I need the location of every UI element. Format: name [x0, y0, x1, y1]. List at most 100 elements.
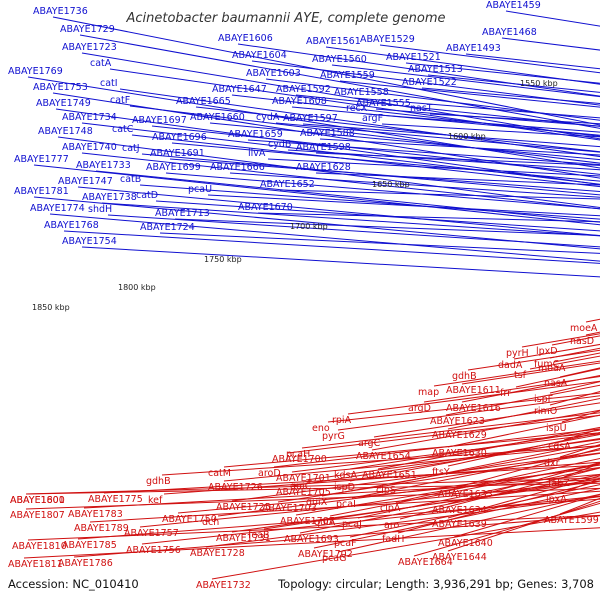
tick-label: 1550 kbp	[520, 79, 558, 88]
forward-gene-label: ABAYE1592	[276, 84, 331, 95]
reverse-gene-label: ABAYE1707	[280, 516, 335, 527]
forward-gene-label: ABAYE1665	[176, 96, 231, 107]
reverse-gene-label: ABAYE1725	[216, 502, 271, 513]
reverse-gene-label: lpxD	[536, 346, 558, 357]
forward-callout	[365, 113, 600, 133]
forward-callout	[207, 194, 600, 217]
reverse-gene-label: ABAYE1616	[446, 403, 501, 414]
reverse-callout	[327, 392, 600, 423]
reverse-gene-label: gdhB	[452, 371, 477, 382]
forward-callout	[319, 138, 600, 156]
tick-label: 1650 kbp	[372, 180, 410, 189]
forward-callout	[331, 64, 600, 98]
forward-callout	[247, 139, 600, 166]
reverse-gene-label: ABAYE1601	[10, 495, 65, 506]
reverse-gene-label: fabZ	[548, 478, 570, 489]
forward-callout-lines	[27, 10, 600, 278]
reverse-gene-label: catM	[208, 468, 231, 479]
reverse-gene-label: pyrG	[322, 431, 345, 442]
forward-gene-label: ABAYE1597	[283, 113, 338, 124]
forward-gene-label: recX	[346, 103, 368, 114]
forward-callout	[81, 246, 600, 278]
reverse-gene-label: ABAYE1640	[438, 538, 493, 549]
forward-callout	[95, 170, 600, 223]
reverse-gene-label: ispU	[546, 423, 567, 434]
forward-gene-label: ABAYE1747	[58, 176, 113, 187]
reverse-callout	[357, 467, 600, 519]
reverse-gene-label: eno	[312, 423, 330, 434]
forward-callout	[63, 230, 600, 264]
reverse-gene-label: dxr	[544, 458, 560, 469]
reverse-callout	[377, 426, 600, 470]
reverse-gene-label: ABAYE1611	[446, 385, 501, 396]
reverse-callout	[391, 441, 600, 485]
reverse-callout	[23, 527, 600, 559]
forward-callout	[101, 202, 600, 237]
reverse-gene-label: argD	[408, 403, 431, 414]
forward-callout	[131, 134, 600, 188]
forward-gene-label: ilvA	[248, 148, 266, 159]
reverse-gene-label: ABAYE1599	[544, 515, 599, 526]
forward-gene-label: ABAYE1608	[272, 96, 327, 107]
forward-gene-label: ABAYE1555	[356, 98, 411, 109]
forward-callout	[302, 123, 600, 148]
forward-callout	[27, 76, 600, 169]
reverse-gene-label: cdsA	[548, 441, 571, 452]
forward-gene-label: catI	[100, 78, 118, 89]
forward-callout	[315, 172, 600, 186]
accession-text: Accession: NC_010410	[8, 577, 139, 591]
forward-callout	[275, 122, 600, 153]
forward-callout	[107, 214, 600, 248]
forward-gene-label: ABAYE1604	[232, 50, 287, 61]
forward-callout	[421, 87, 600, 104]
forward-gene-label: ABAYE1736	[33, 6, 88, 17]
forward-gene-label: ABAYE1606	[218, 33, 273, 44]
reverse-gene-label: ABAYE1789	[74, 523, 129, 534]
reverse-callout	[27, 514, 600, 541]
reverse-gene-label: pcaI	[336, 499, 356, 510]
forward-gene-label: ABAYE1670	[238, 202, 293, 213]
reverse-callout	[349, 429, 600, 470]
reverse-gene-label: ABAYE1705	[276, 487, 331, 498]
reverse-callout	[373, 402, 600, 438]
reverse-gene-label: quiC	[290, 481, 312, 492]
forward-gene-label: ABAYE1560	[312, 54, 367, 65]
reverse-gene-label: ABAYE1785	[62, 540, 117, 551]
reverse-callout	[25, 477, 600, 495]
forward-callout	[109, 68, 600, 141]
reverse-callout	[231, 452, 600, 502]
forward-gene-label: ABAYE1740	[62, 142, 117, 153]
reverse-gene-label: ABAYE1807	[10, 510, 65, 521]
reverse-gene-label: aroD	[258, 468, 281, 479]
forward-gene-label: ABAYE1754	[62, 236, 117, 247]
reverse-gene-label: ABAYE1700	[272, 454, 327, 465]
forward-callout	[159, 232, 600, 254]
reverse-callout	[313, 488, 600, 549]
forward-gene-label: ABAYE1699	[146, 162, 201, 173]
forward-callout	[155, 200, 600, 232]
reverse-callout	[73, 515, 600, 558]
tick-label: 1700 kbp	[290, 222, 328, 231]
reverse-callout	[77, 498, 600, 540]
reverse-gene-label: pcaF	[334, 538, 357, 549]
reverse-gene-label: ABAYE1633	[438, 489, 493, 500]
reverse-gene-label: nasD	[570, 336, 594, 347]
reverse-gene-label: ftsY	[432, 467, 450, 478]
reverse-callout	[301, 412, 600, 449]
reverse-gene-label: aro	[384, 520, 400, 531]
forward-callout	[325, 46, 600, 85]
reverse-callout	[321, 445, 600, 497]
reverse-callout	[351, 449, 600, 499]
reverse-gene-label: ABAYE1786	[58, 558, 113, 569]
reverse-gene-label: ABAYE1654	[356, 451, 411, 462]
forward-callout	[375, 108, 600, 127]
reverse-gene-label: ABAYE1702	[298, 549, 353, 560]
forward-callout	[169, 158, 600, 193]
tick-label: 1850 kbp	[32, 303, 70, 312]
forward-callout	[405, 62, 600, 84]
reverse-callout	[177, 473, 600, 514]
reverse-gene-label: ABAYE1664	[398, 557, 453, 568]
reverse-gene-label: ispF	[534, 394, 553, 405]
reverse-callout	[295, 464, 600, 516]
